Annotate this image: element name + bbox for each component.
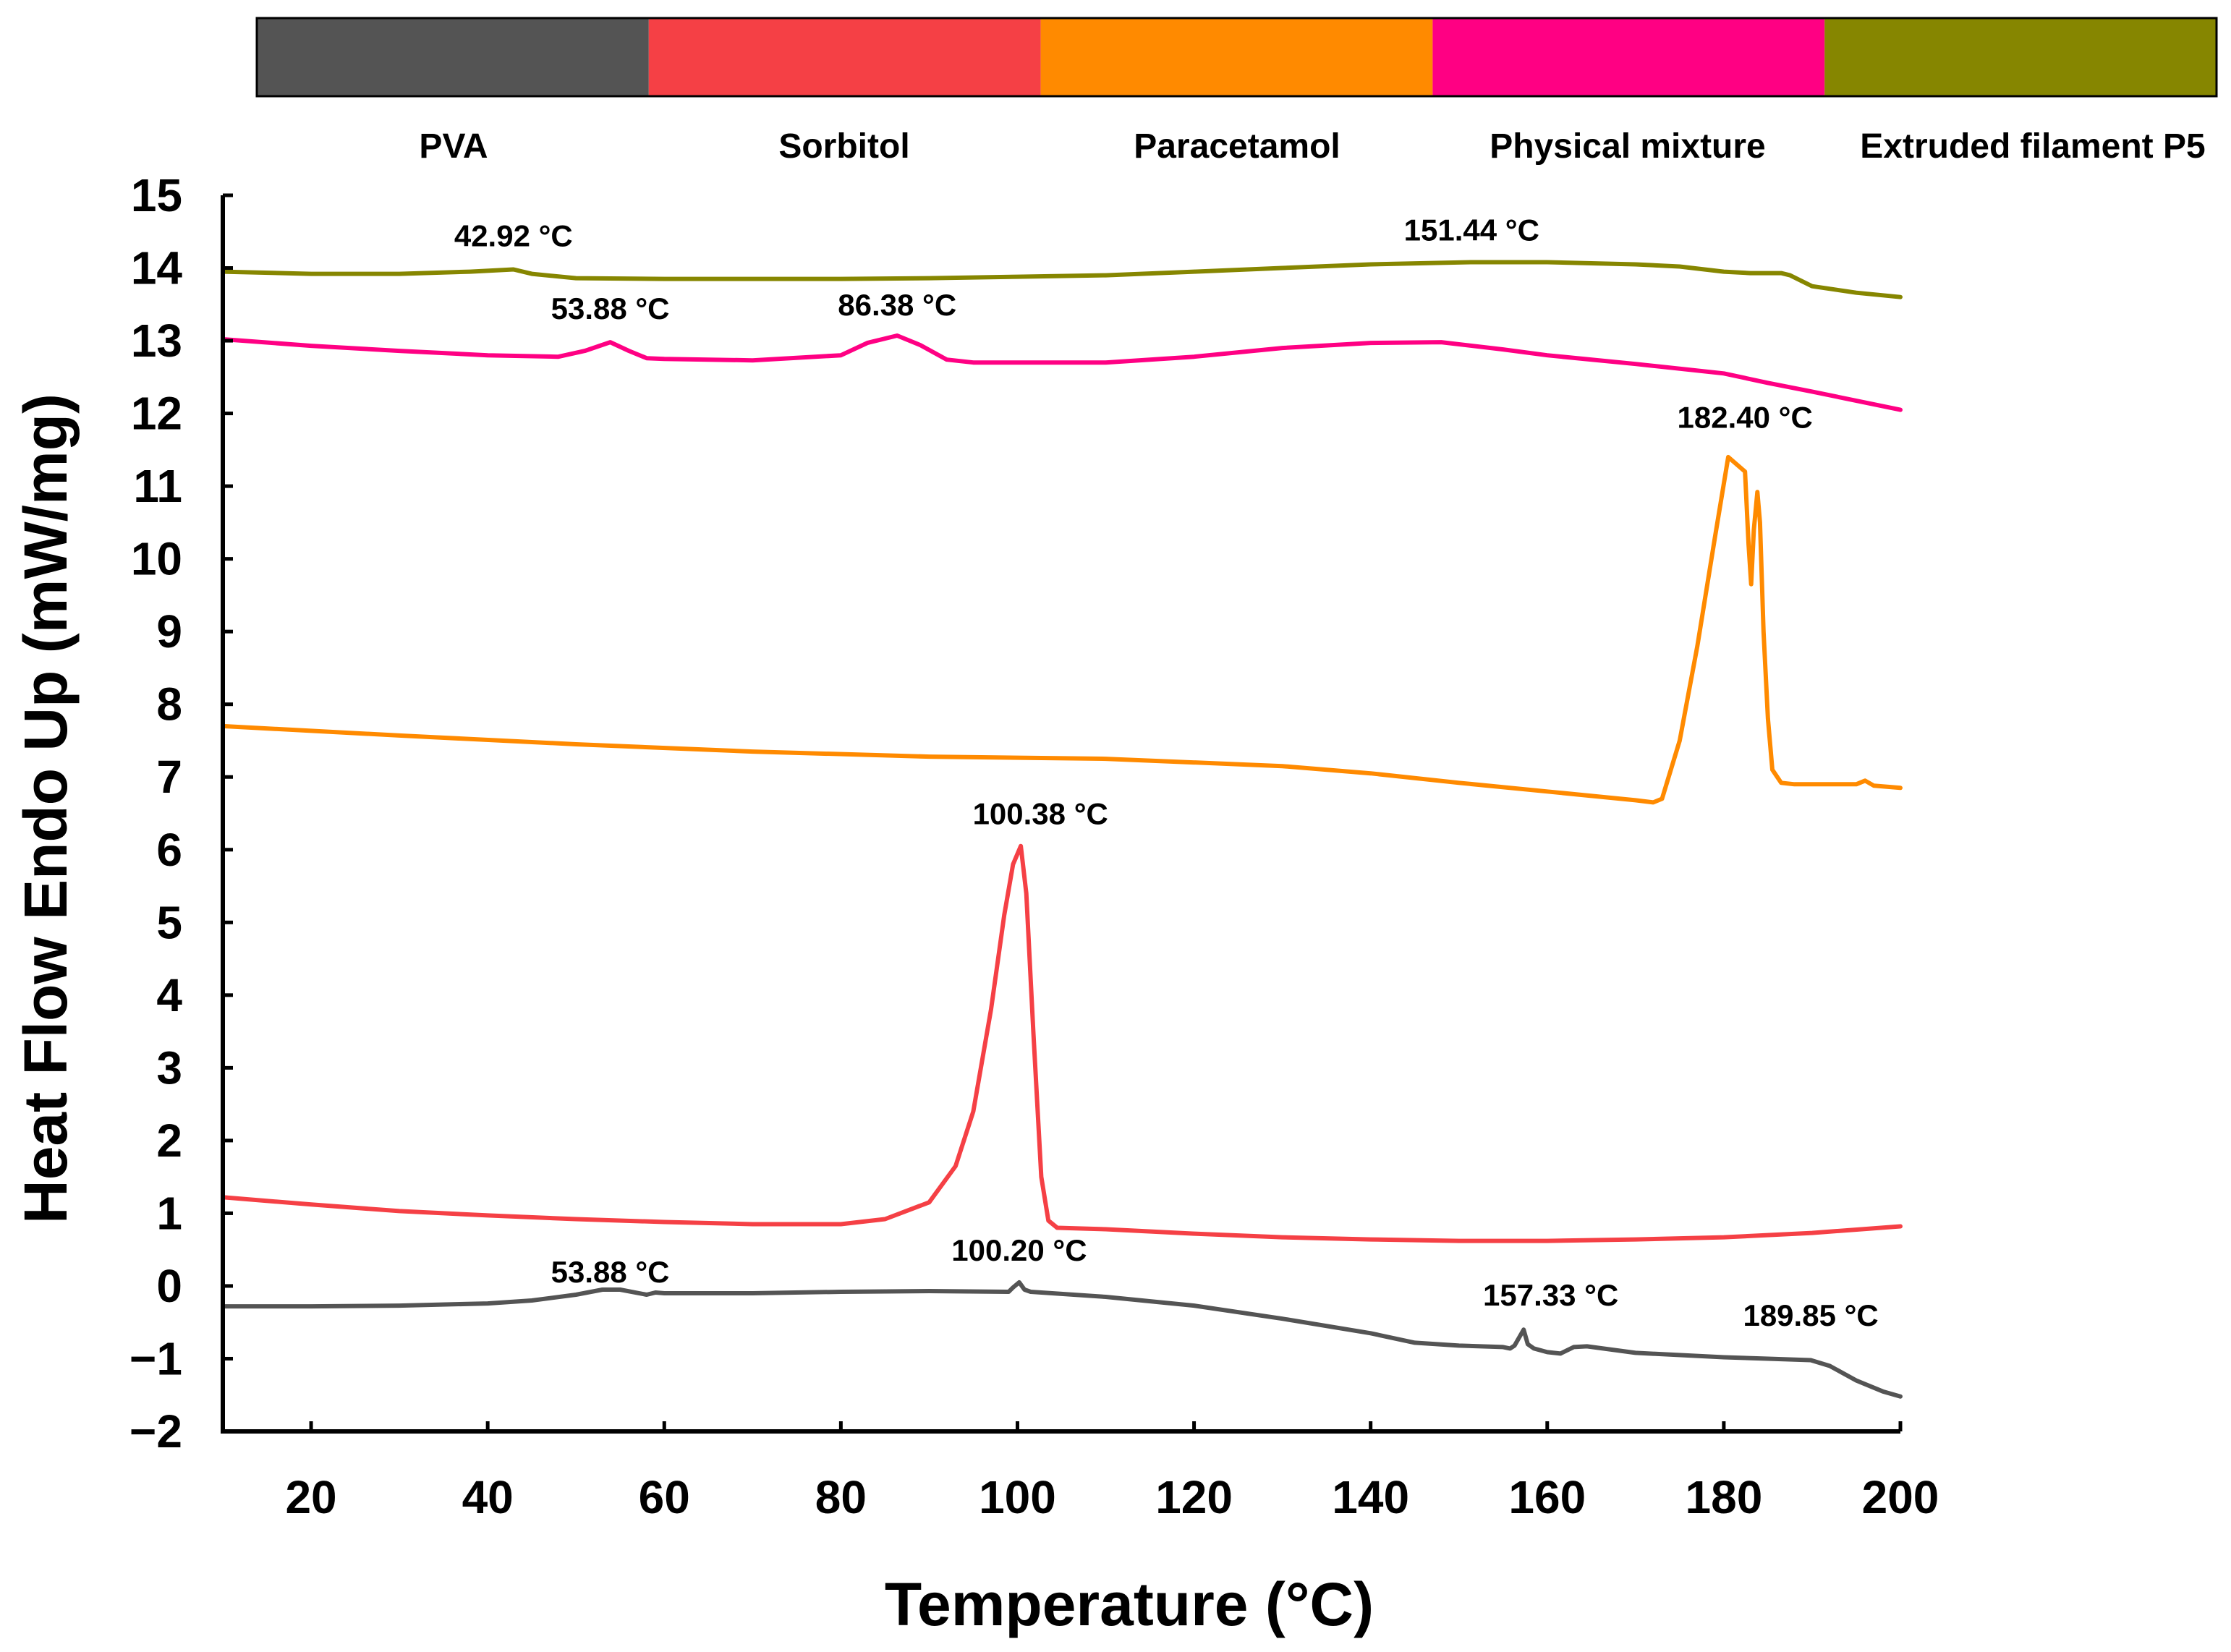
x-tick-label: 160 <box>1508 1471 1586 1523</box>
x-tick-label: 120 <box>1155 1471 1233 1523</box>
x-tick-label: 80 <box>815 1471 867 1523</box>
y-tick-label: 3 <box>156 1042 182 1094</box>
peak-label: 53.88 °C <box>551 291 670 325</box>
annotations: 42.92 °C 151.44 °C 53.88 °C 86.38 °C 182.40 … <box>454 213 1879 1332</box>
y-tick-label: 15 <box>131 169 182 221</box>
legend-label-pva: PVA <box>419 127 488 166</box>
x-tick-label: 140 <box>1332 1471 1409 1523</box>
y-tick-label: 5 <box>156 896 182 948</box>
y-tick-label: 0 <box>156 1260 182 1312</box>
legend-frame <box>255 17 2218 98</box>
x-tick-label: 20 <box>285 1471 336 1523</box>
x-axis-title: Temperature (°C) <box>885 1570 1374 1638</box>
legend-swatch-pva <box>257 18 649 96</box>
y-tick-label: 14 <box>131 242 183 294</box>
y-tick-label: −2 <box>129 1405 182 1457</box>
series-line-paracetamol <box>221 454 1903 805</box>
peak-label: 157.33 °C <box>1483 1278 1618 1312</box>
legend-label-physical-mixture: Physical mixture <box>1490 127 1766 166</box>
legend-label-extruded-filament-p5: Extruded filament P5 <box>1860 127 2205 166</box>
y-tick-label: 8 <box>156 678 182 731</box>
y-tick-label: 1 <box>156 1187 182 1239</box>
series-line-physical-mixture <box>221 333 1903 412</box>
y-tick-label: 6 <box>156 824 182 876</box>
peak-label: 100.20 °C <box>951 1233 1087 1267</box>
peak-label: 151.44 °C <box>1404 213 1539 247</box>
y-tick-label: 2 <box>156 1115 182 1167</box>
y-tick-label: 10 <box>131 533 182 585</box>
x-tick-label: 60 <box>639 1471 690 1523</box>
legend-swatch-sorbitol <box>648 18 1041 96</box>
series-line-extruded-filament-p5 <box>221 260 1903 299</box>
y-tick-label: 12 <box>131 388 182 440</box>
x-tick-label: 200 <box>1862 1471 1939 1523</box>
x-tick-label: 100 <box>979 1471 1056 1523</box>
legend: PVA Sorbitol Paracetamol Physical mixture Ex… <box>255 17 2218 166</box>
x-tick-label: 180 <box>1686 1471 1763 1523</box>
legend-label-paracetamol: Paracetamol <box>1134 127 1340 166</box>
series-line-sorbitol <box>221 843 1903 1243</box>
peak-label: 189.85 °C <box>1743 1298 1878 1332</box>
peak-label: 86.38 °C <box>838 288 956 322</box>
series-line-pva <box>221 1280 1903 1399</box>
y-axis-title: Heat Flow Endo Up (mW/mg) <box>12 393 80 1224</box>
y-tick-label: 4 <box>156 969 182 1021</box>
legend-label-sorbitol: Sorbitol <box>778 127 909 166</box>
y-tick-label: 9 <box>156 605 182 657</box>
x-tick-label: 40 <box>462 1471 514 1523</box>
legend-swatch-physical-mixture <box>1432 18 1825 96</box>
legend-swatch-paracetamol <box>1040 18 1433 96</box>
peak-label: 100.38 °C <box>973 797 1108 831</box>
plot-area <box>221 260 1903 1399</box>
y-tick-label: 11 <box>133 460 182 512</box>
peak-label: 182.40 °C <box>1678 401 1813 435</box>
y-tick-label: 7 <box>156 751 182 803</box>
peak-label: 42.92 °C <box>454 218 573 252</box>
y-tick-label: 13 <box>131 315 182 367</box>
y-tick-label: −1 <box>129 1332 182 1384</box>
peak-label: 53.88 °C <box>551 1255 670 1289</box>
legend-swatch-extruded-filament-p5 <box>1824 18 2217 96</box>
